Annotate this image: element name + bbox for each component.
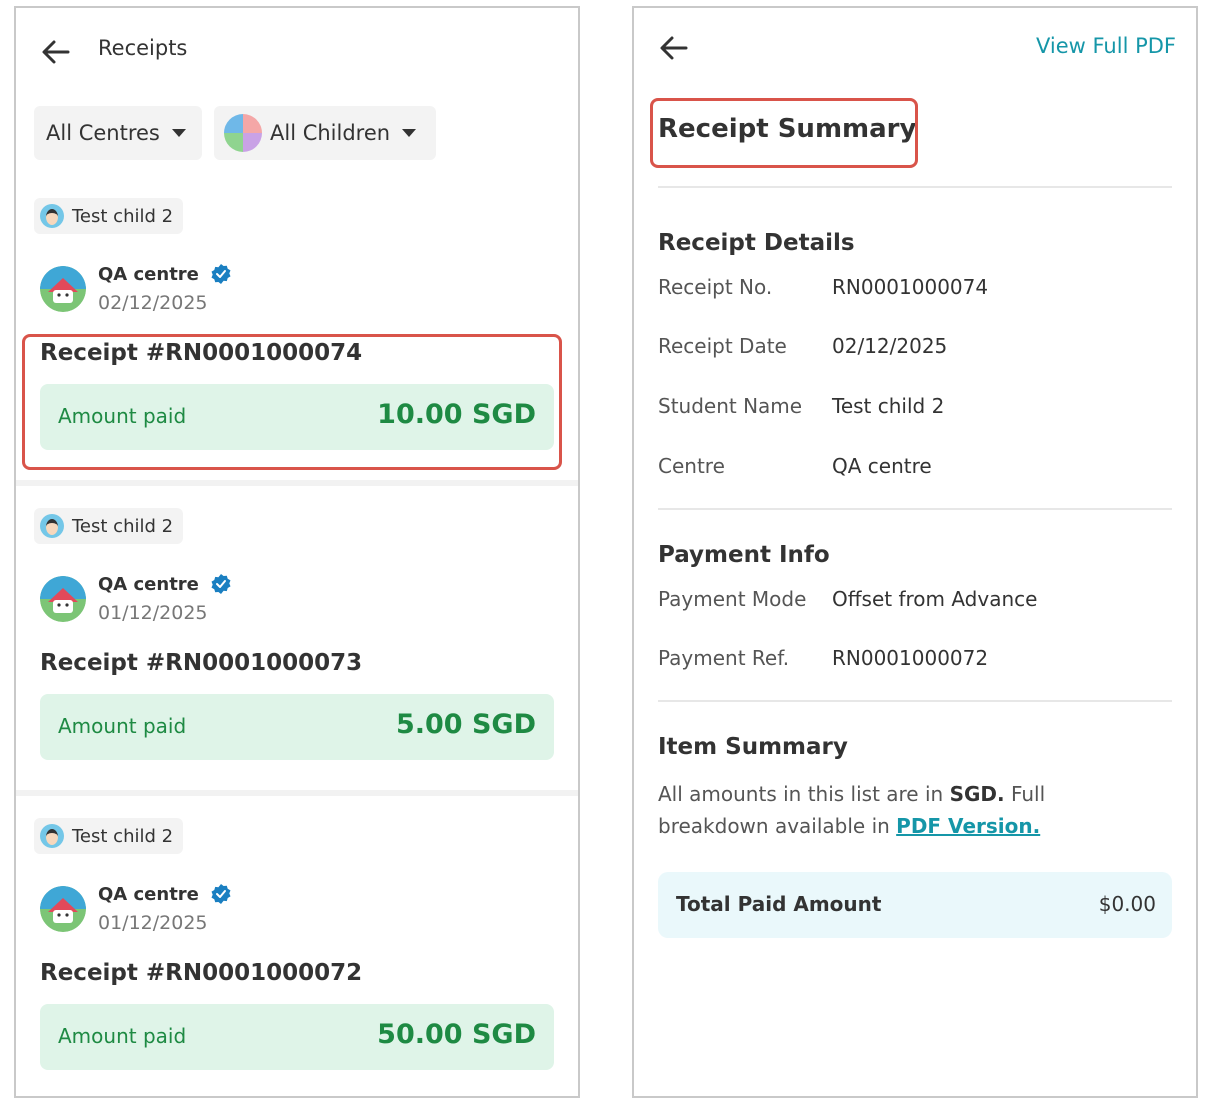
- children-group-icon: [224, 114, 262, 152]
- amount-value: 10.00 SGD: [377, 399, 536, 430]
- divider: [658, 186, 1172, 188]
- note-text: Full breakdown available in: [658, 782, 1046, 838]
- child-chip: Test child 2: [34, 818, 184, 854]
- payment-ref-label: Payment Ref.: [658, 646, 790, 670]
- children-filter-dropdown[interactable]: All Children: [214, 106, 436, 160]
- back-arrow-icon[interactable]: [38, 34, 74, 70]
- amount-label: Amount paid: [58, 714, 187, 738]
- centre-filter-label: All Centres: [46, 121, 160, 145]
- centre-name: QA centre: [98, 264, 199, 285]
- student-name-label: Student Name: [658, 394, 803, 418]
- receipt-date: 02/12/2025: [98, 292, 208, 314]
- caret-down-icon: [402, 129, 417, 137]
- receipt-number: Receipt #RN0001000074: [40, 340, 363, 366]
- divider: [658, 700, 1172, 702]
- back-arrow-icon[interactable]: [656, 30, 692, 66]
- child-avatar-icon: [40, 824, 64, 848]
- receipt-details-heading: Receipt Details: [658, 230, 855, 256]
- centre-filter-dropdown[interactable]: All Centres: [34, 106, 202, 160]
- payment-mode-label: Payment Mode: [658, 587, 807, 611]
- item-summary-heading: Item Summary: [658, 734, 848, 760]
- receipt-date: 01/12/2025: [98, 602, 208, 624]
- card-divider: [16, 480, 578, 486]
- child-chip: Test child 2: [34, 508, 184, 544]
- payment-ref-value: RN0001000072: [832, 646, 989, 670]
- receipt-date-label: Receipt Date: [658, 334, 787, 358]
- note-currency: SGD.: [949, 782, 1005, 806]
- caret-down-icon: [171, 129, 186, 137]
- total-paid-box: Total Paid Amount $0.00: [658, 872, 1172, 938]
- receipt-number: Receipt #RN0001000072: [40, 960, 363, 986]
- verified-badge-icon: [210, 573, 232, 595]
- payment-info-heading: Payment Info: [658, 542, 830, 568]
- student-name-value: Test child 2: [832, 394, 945, 418]
- child-avatar-icon: [40, 204, 64, 228]
- amount-label: Amount paid: [58, 1024, 187, 1048]
- total-paid-value: $0.00: [1098, 892, 1156, 916]
- amount-paid-box: Amount paid 5.00 SGD: [40, 694, 554, 760]
- receipt-card[interactable]: Test child 2 QA centre 02/12/2025 Receip…: [16, 178, 578, 484]
- receipt-date-value: 02/12/2025: [832, 334, 948, 358]
- divider: [658, 508, 1172, 510]
- receipt-no-value: RN0001000074: [832, 275, 989, 299]
- verified-badge-icon: [210, 263, 232, 285]
- card-divider: [16, 790, 578, 796]
- amount-paid-box: Amount paid 10.00 SGD: [40, 384, 554, 450]
- centre-name: QA centre: [98, 884, 199, 905]
- receipt-number: Receipt #RN0001000073: [40, 650, 363, 676]
- child-name: Test child 2: [72, 205, 174, 227]
- amount-value: 5.00 SGD: [395, 709, 536, 740]
- receipt-detail-screen: View Full PDF Receipt Summary Receipt De…: [632, 6, 1198, 1098]
- centre-name: QA centre: [98, 574, 199, 595]
- centre-logo-icon: [40, 576, 86, 622]
- pdf-version-link[interactable]: PDF Version.: [896, 814, 1041, 838]
- amount-paid-box: Amount paid 50.00 SGD: [40, 1004, 554, 1070]
- centre-logo-icon: [40, 266, 86, 312]
- page-title: Receipt Summary: [658, 114, 917, 144]
- page-title: Receipts: [98, 36, 188, 60]
- total-paid-label: Total Paid Amount: [676, 892, 882, 916]
- receipt-no-label: Receipt No.: [658, 275, 773, 299]
- note-text: All amounts in this list are in: [658, 782, 950, 806]
- centre-value: QA centre: [832, 454, 932, 478]
- centre-logo-icon: [40, 886, 86, 932]
- receipt-card[interactable]: Test child 2 QA centre 01/12/2025 Receip…: [16, 488, 578, 794]
- amount-label: Amount paid: [58, 404, 187, 428]
- receipts-list-screen: Receipts All Centres All Children Test c…: [14, 6, 580, 1098]
- centre-label: Centre: [658, 454, 725, 478]
- payment-mode-value: Offset from Advance: [832, 587, 1038, 611]
- children-filter-label: All Children: [270, 121, 391, 145]
- amount-value: 50.00 SGD: [377, 1019, 536, 1050]
- child-avatar-icon: [40, 514, 64, 538]
- view-full-pdf-link[interactable]: View Full PDF: [1035, 34, 1176, 58]
- child-chip: Test child 2: [34, 198, 184, 234]
- child-name: Test child 2: [72, 825, 174, 847]
- receipt-date: 01/12/2025: [98, 912, 208, 934]
- child-name: Test child 2: [72, 515, 174, 537]
- item-summary-note: All amounts in this list are in SGD. Ful…: [658, 778, 1128, 842]
- verified-badge-icon: [210, 883, 232, 905]
- receipt-card[interactable]: Test child 2 QA centre 01/12/2025 Receip…: [16, 798, 578, 1096]
